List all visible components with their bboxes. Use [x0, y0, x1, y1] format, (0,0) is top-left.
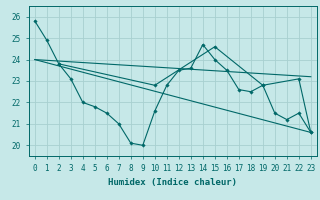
X-axis label: Humidex (Indice chaleur): Humidex (Indice chaleur) [108, 178, 237, 187]
